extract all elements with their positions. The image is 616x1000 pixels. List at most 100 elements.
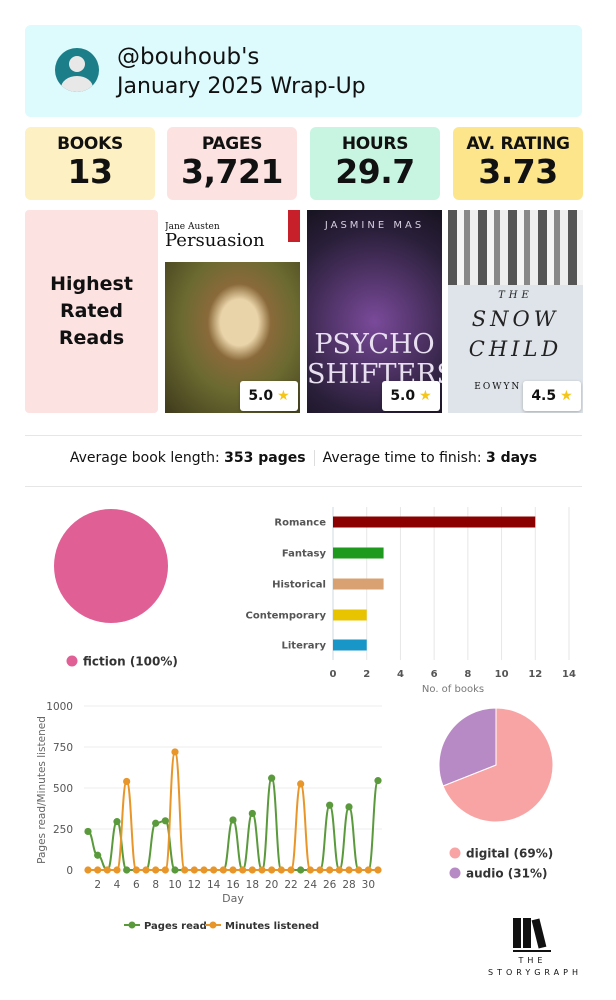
series-line-minutes-listened [88, 750, 378, 871]
cover-author: Jane Austen [165, 222, 220, 232]
book-cover-persuasion[interactable]: Jane Austen Persuasion 5.0 ★ [165, 210, 300, 413]
x-tick-label: 16 [226, 879, 240, 891]
category-label: Fantasy [282, 549, 327, 560]
data-point [248, 866, 256, 874]
bar-fantasy [333, 547, 384, 559]
x-tick-label: 2 [94, 879, 101, 891]
stat-hours: HOURS 29.7 [310, 127, 440, 200]
data-point [219, 866, 227, 874]
category-label: Romance [274, 518, 326, 529]
highest-rated-title: Highest Rated Reads [25, 210, 158, 413]
legend-dot [449, 867, 461, 879]
data-point [268, 866, 276, 874]
data-point [335, 866, 343, 874]
legend-label: audio (31%) [466, 867, 547, 881]
rating-badge: 4.5 ★ [523, 381, 581, 411]
book-cover-psycho-shifters[interactable]: JASMINE MAS PSYCHO SHIFTERS 5.0 ★ [307, 210, 442, 413]
logo-text-storygraph: STORYGRAPH [488, 968, 582, 977]
data-point [152, 819, 160, 827]
data-point [297, 780, 305, 788]
stat-label: BOOKS [57, 134, 123, 154]
x-tick-label: 12 [188, 879, 201, 891]
data-point [326, 866, 334, 874]
x-tick-label: 26 [323, 879, 337, 891]
x-tick-label: 8 [152, 879, 159, 891]
data-point [364, 866, 372, 874]
data-point [268, 774, 276, 782]
averages-row: Average book length: 353 pages Average ti… [25, 450, 582, 466]
rating-badge: 5.0 ★ [382, 381, 440, 411]
stat-label: PAGES [201, 134, 263, 154]
y-tick-label: 0 [66, 865, 73, 877]
data-point [229, 816, 237, 824]
stat-value: 13 [67, 152, 113, 191]
header-banner [25, 25, 582, 117]
data-point [113, 866, 121, 874]
x-tick-label: 6 [133, 879, 140, 891]
username: @bouhoub's [117, 44, 260, 70]
x-tick-label: 24 [304, 879, 318, 891]
data-point [306, 866, 314, 874]
data-point [345, 866, 353, 874]
x-axis-title: No. of books [422, 684, 484, 695]
stat-pages: PAGES 3,721 [167, 127, 297, 200]
data-point [345, 803, 353, 811]
stat-value: 3.73 [478, 152, 558, 191]
legend-label: Pages read [144, 921, 207, 932]
y-tick-label: 1000 [46, 701, 73, 713]
star-icon: ★ [560, 388, 573, 404]
book-cover-snow-child[interactable]: THE SNOW CHILD EOWYN IVEY 4.5 ★ [448, 210, 583, 413]
divider [25, 435, 582, 436]
bar-historical [333, 578, 384, 590]
data-point [248, 809, 256, 818]
stat-value: 3,721 [181, 152, 283, 191]
avatar-icon[interactable] [55, 48, 99, 92]
x-tick-label: 28 [342, 879, 355, 891]
y-tick-label: 250 [53, 824, 73, 836]
x-tick-label: 30 [362, 879, 375, 891]
pie-slice [438, 707, 497, 787]
data-point [84, 866, 92, 874]
y-tick-label: 750 [53, 742, 73, 754]
data-point [258, 866, 266, 874]
stat-books: BOOKS 13 [25, 127, 155, 200]
data-point [171, 748, 179, 756]
star-icon: ★ [419, 388, 432, 404]
avg-length-value: 353 pages [224, 450, 306, 466]
pie-slice [442, 707, 554, 823]
data-point [326, 801, 334, 809]
divider [25, 486, 582, 487]
avg-time-value: 3 days [486, 450, 538, 466]
legend-dot [449, 847, 461, 859]
legend-dot [209, 921, 217, 929]
data-point [113, 818, 121, 826]
data-point [287, 866, 295, 874]
x-tick-label: 18 [246, 879, 259, 891]
x-tick-label: 14 [207, 879, 221, 891]
data-point [161, 866, 169, 874]
x-tick-label: 4 [397, 669, 404, 680]
x-tick-label: 2 [363, 669, 370, 680]
data-point [229, 866, 237, 874]
x-tick-label: 22 [284, 879, 297, 891]
y-tick-label: 500 [53, 783, 73, 795]
stat-value: 29.7 [335, 152, 415, 191]
bar-romance [333, 516, 536, 528]
legend-label: fiction (100%) [83, 655, 178, 669]
legend-label: digital (69%) [466, 847, 553, 861]
x-tick-label: 6 [431, 669, 438, 680]
data-point [297, 866, 305, 874]
x-tick-label: 10 [168, 879, 181, 891]
bar-literary [333, 639, 367, 651]
data-point [374, 777, 382, 785]
data-point [374, 866, 382, 874]
category-label: Literary [282, 641, 327, 652]
x-tick-label: 8 [464, 669, 471, 680]
category-label: Contemporary [246, 611, 327, 622]
highest-rated-label: Highest Rated Reads [50, 273, 133, 349]
avg-time-label: Average time to finish: [322, 450, 482, 466]
data-point [210, 866, 218, 874]
stat-label: HOURS [341, 134, 409, 154]
data-point [171, 866, 179, 874]
